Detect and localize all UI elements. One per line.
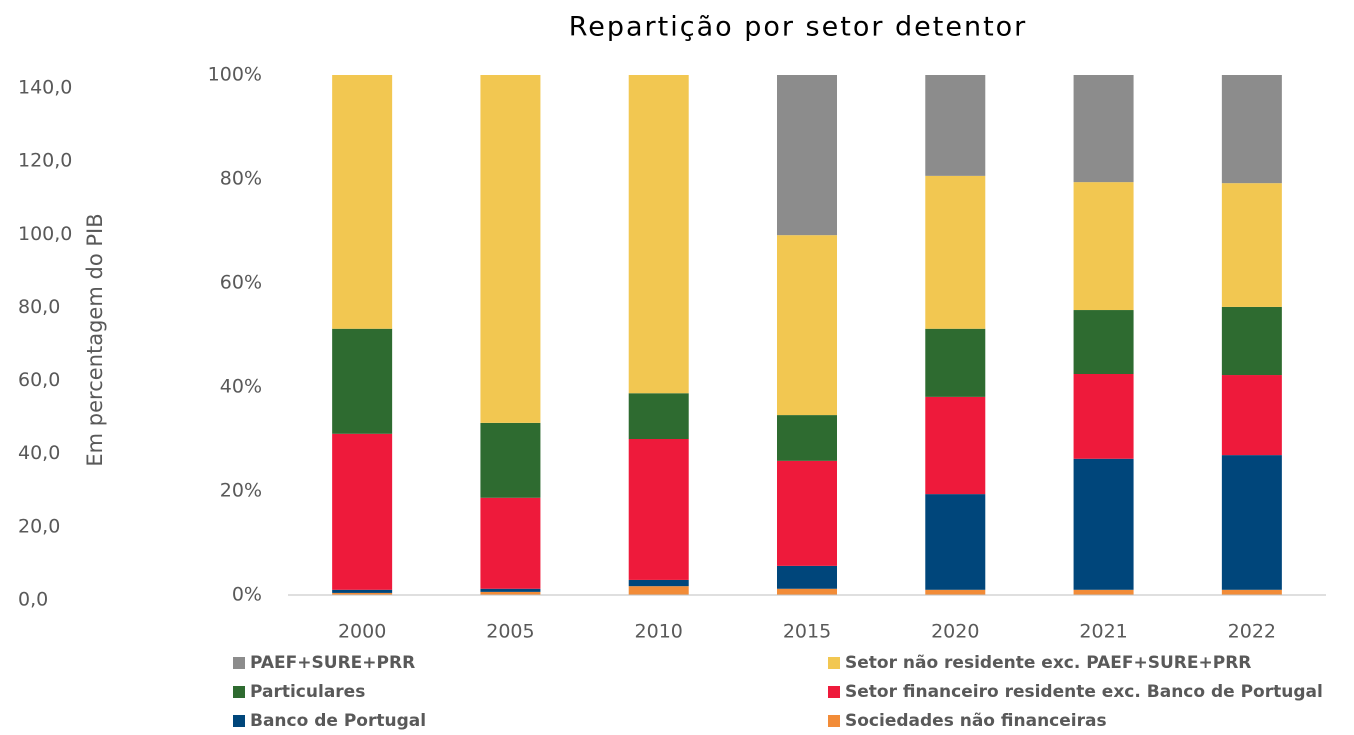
x-tick-label: 2005 xyxy=(486,621,534,643)
y-tick-label: 40% xyxy=(220,376,262,398)
bar-segment xyxy=(777,75,837,236)
bar-segment xyxy=(777,460,837,566)
bar-segment xyxy=(480,588,541,592)
legend-swatch xyxy=(233,715,245,727)
bar-segment xyxy=(1073,458,1134,590)
y-tick-label: 100% xyxy=(208,64,262,86)
y2-tick-label: 40,0 xyxy=(18,442,60,464)
bar-segment xyxy=(480,497,541,589)
bar-segment xyxy=(777,415,837,461)
x-tick-label: 2010 xyxy=(635,621,683,643)
y2-tick-label: 0,0 xyxy=(18,589,48,611)
bar-segment xyxy=(628,579,689,587)
bar-segment xyxy=(1221,75,1282,184)
x-tick-label: 2015 xyxy=(783,621,831,643)
bar-segment xyxy=(1073,310,1134,374)
bar-segment xyxy=(925,396,986,495)
bar-segment xyxy=(480,591,541,595)
bar-segment xyxy=(1221,455,1282,590)
legend-swatch xyxy=(828,715,840,727)
x-tick-label: 2020 xyxy=(931,621,979,643)
bar-segment xyxy=(480,422,541,498)
legend-label: Sociedades não financeiras xyxy=(845,711,1107,731)
bar-segment xyxy=(925,494,986,590)
bar-segment xyxy=(925,589,986,595)
bar-segment xyxy=(1221,375,1282,456)
legend-label: Setor financeiro residente exc. Banco de… xyxy=(845,682,1323,702)
bar-segment xyxy=(332,589,393,593)
y2-tick-label: 100,0 xyxy=(18,223,72,245)
legend-label: Banco de Portugal xyxy=(250,711,426,731)
bar-segment xyxy=(628,393,689,439)
y-tick-label: 0% xyxy=(232,584,262,606)
bar-segment xyxy=(1073,182,1134,311)
bar-segment xyxy=(1221,183,1282,307)
bar-segment xyxy=(925,75,986,176)
bar-segment xyxy=(1073,589,1134,595)
x-tick-label: 2000 xyxy=(338,621,386,643)
y2-tick-label: 60,0 xyxy=(18,369,60,391)
x-tick-label: 2021 xyxy=(1079,621,1127,643)
bar-segment xyxy=(777,235,837,416)
bar-segment xyxy=(332,328,393,434)
bar-segment xyxy=(777,588,837,595)
bar-segment xyxy=(1221,306,1282,376)
legend-swatch xyxy=(233,657,245,669)
bar-segment xyxy=(628,75,689,394)
x-tick-label: 2022 xyxy=(1228,621,1276,643)
bar-segment xyxy=(332,433,393,590)
y-tick-label: 20% xyxy=(220,480,262,502)
bar-segment xyxy=(777,565,837,589)
legend-label: Setor não residente exc. PAEF+SURE+PRR xyxy=(845,653,1251,673)
bar-segment xyxy=(480,75,541,423)
bar-segment xyxy=(1073,75,1134,183)
chart-title: Repartição por setor detentor xyxy=(569,12,1028,43)
legend-label: PAEF+SURE+PRR xyxy=(250,653,415,673)
legend-label: Particulares xyxy=(250,682,365,702)
y2-tick-label: 80,0 xyxy=(18,296,60,318)
y-axis-label: Em percentagem do PIB xyxy=(83,213,107,466)
y-tick-label: 80% xyxy=(220,168,262,190)
y2-tick-label: 20,0 xyxy=(18,515,60,537)
bar-segment xyxy=(925,175,986,329)
bar-segment xyxy=(332,75,393,329)
legend-swatch xyxy=(233,686,245,698)
y-tick-label: 60% xyxy=(220,272,262,294)
bar-segment xyxy=(1073,374,1134,459)
y2-tick-label: 140,0 xyxy=(18,77,72,99)
bar-segment xyxy=(925,328,986,397)
bar-segment xyxy=(628,439,689,580)
bar-segment xyxy=(1221,589,1282,595)
legend-swatch xyxy=(828,686,840,698)
y2-tick-label: 120,0 xyxy=(18,150,72,172)
bar-segment xyxy=(628,586,689,595)
bar-segment xyxy=(332,592,393,595)
legend-swatch xyxy=(828,657,840,669)
